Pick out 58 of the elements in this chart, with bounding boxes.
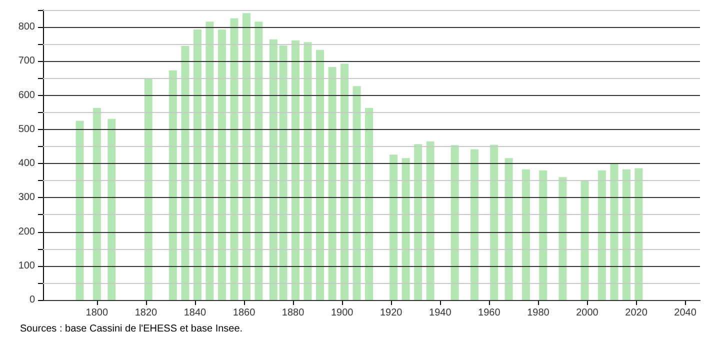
y-tick-label: 200 [18,226,36,238]
bar [352,86,361,300]
bar [490,144,498,300]
bar [304,42,312,300]
y-tick-label: 400 [18,158,36,170]
bar [206,22,214,300]
bar [144,78,152,300]
bar [580,180,589,300]
bar [365,108,374,300]
bar [504,158,513,300]
y-tick-label: 500 [18,124,36,135]
x-tick-label: 1960 [478,308,501,318]
x-tick-label: 1900 [330,308,354,318]
bar [193,29,202,300]
bar [634,168,643,300]
bar [181,46,190,300]
bar [414,144,422,300]
bar [292,40,300,300]
bar [470,149,478,300]
bar [558,177,567,300]
x-tick-label: 1940 [429,308,452,318]
bar [402,158,410,300]
bar [610,164,618,300]
x-tick-label: 1800 [86,308,108,318]
bar [242,13,250,300]
x-tick-label: 1820 [134,308,158,318]
bar [426,141,434,300]
y-tick-label: 100 [18,260,36,272]
y-tick-label: 600 [18,90,36,101]
y-tick-label: 300 [18,192,36,204]
x-tick-label: 2040 [674,308,697,318]
bar [522,169,530,300]
bar [108,118,116,300]
y-tick-label: 0 [29,294,36,306]
bar [316,50,324,300]
x-tick-label: 2020 [625,308,648,318]
x-tick-label: 1980 [527,308,550,318]
bar [622,169,630,300]
x-tick-label: 2000 [576,308,599,318]
y-tick-label: 700 [18,56,36,67]
x-tick-label: 1860 [232,308,256,318]
bar [254,22,263,300]
bar [539,170,548,300]
bar [76,120,84,300]
x-tick-label: 1840 [184,308,207,318]
x-tick-label: 1920 [380,308,403,318]
bar [598,170,606,300]
bar [390,154,398,300]
bar [168,70,177,300]
x-tick-label: 1880 [282,308,305,318]
y-tick-label: 800 [18,22,36,33]
bar [340,64,349,300]
bar [230,18,238,300]
bar [92,108,101,300]
bar [218,29,226,300]
bar [328,66,336,300]
source-note: Sources : base Cassini de l'EHESS et base Insee. [20,324,243,334]
bar [450,145,459,300]
